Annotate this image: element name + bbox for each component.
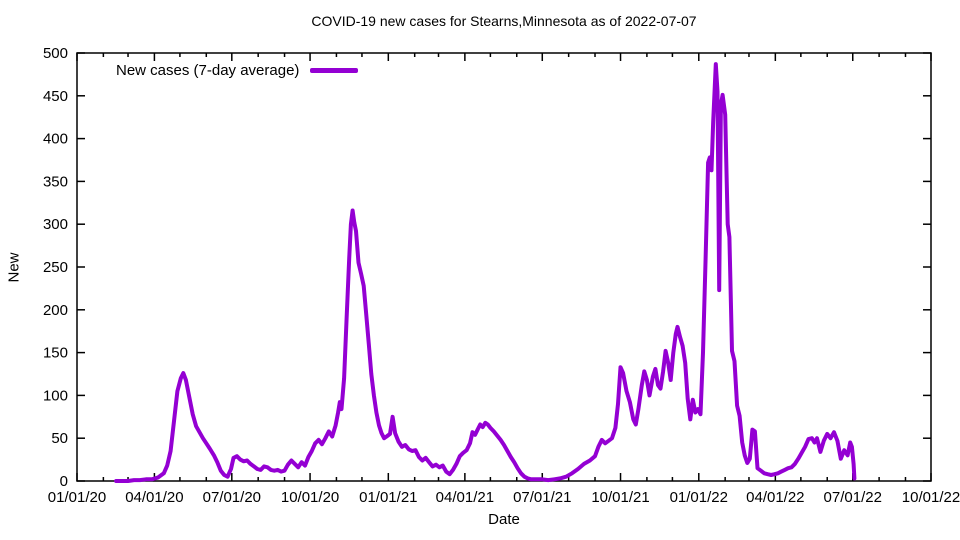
x-tick-label: 10/01/21 <box>591 489 649 506</box>
data-line-new-cases <box>114 62 857 483</box>
x-tick-label: 04/01/21 <box>436 489 494 506</box>
y-tick-label: 500 <box>43 45 68 62</box>
y-tick-label: 300 <box>43 216 68 233</box>
y-tick-label: 0 <box>60 473 68 490</box>
y-tick-label: 350 <box>43 173 68 190</box>
x-tick-label: 10/01/22 <box>902 489 960 506</box>
y-tick-label: 400 <box>43 131 68 148</box>
legend-label: New cases (7-day average) <box>116 62 300 79</box>
plot-border <box>76 52 932 482</box>
x-tick-label: 01/01/22 <box>670 489 728 506</box>
y-tick-label: 450 <box>43 88 68 105</box>
y-tick-label: 100 <box>43 387 68 404</box>
x-tick-label: 04/01/22 <box>746 489 804 506</box>
y-tick-label: 150 <box>43 345 68 362</box>
x-tick-label: 07/01/21 <box>513 489 571 506</box>
y-axis-title: New <box>5 252 23 283</box>
y-tick-label: 50 <box>51 430 68 447</box>
x-tick-label: 07/01/20 <box>203 489 261 506</box>
y-tick-label: 250 <box>43 259 68 276</box>
chart-title: COVID-19 new cases for Stearns,Minnesota… <box>311 13 697 29</box>
x-tick-label: 01/01/21 <box>359 489 417 506</box>
x-tick-label: 04/01/20 <box>125 489 183 506</box>
legend-line-swatch <box>310 68 359 73</box>
y-tick-label: 200 <box>43 302 68 319</box>
x-tick-label: 07/01/22 <box>824 489 882 506</box>
x-tick-label: 10/01/20 <box>281 489 339 506</box>
x-tick-label: 01/01/20 <box>48 489 106 506</box>
x-axis-title: Date <box>488 511 520 528</box>
legend: New cases (7-day average) <box>116 62 359 79</box>
